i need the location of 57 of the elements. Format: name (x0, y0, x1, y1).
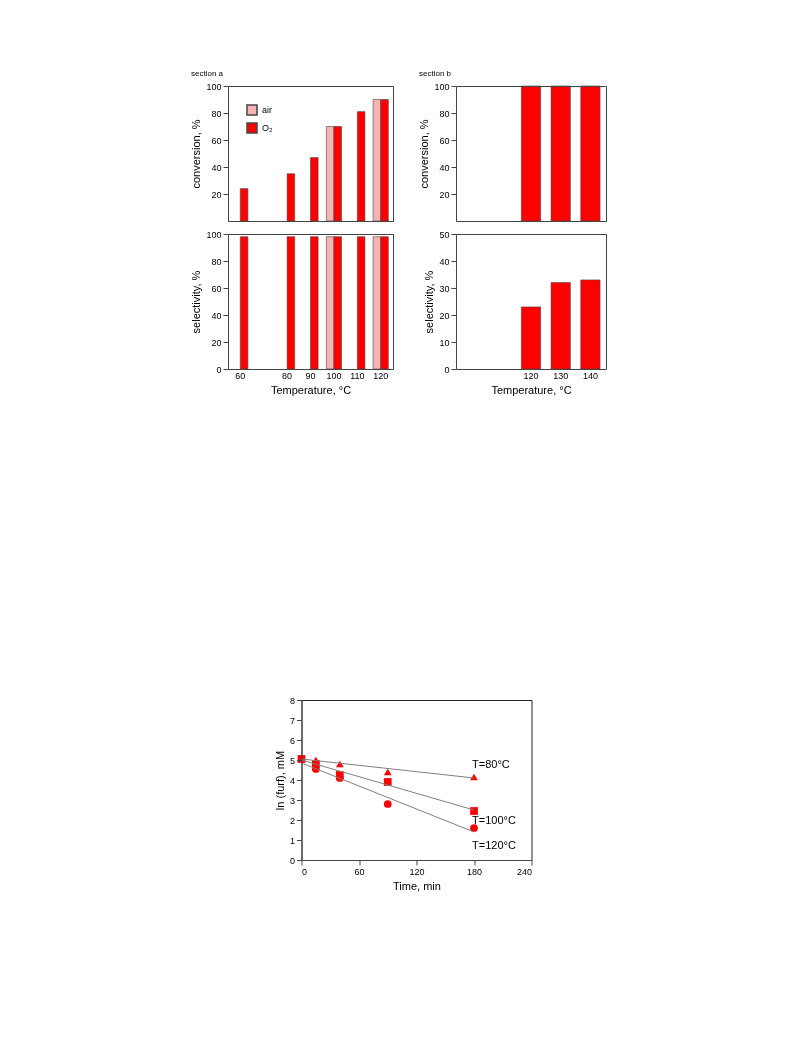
x-tick-label: 90 (305, 370, 316, 381)
y-tick-label: 40 (211, 310, 222, 321)
x-tick-label: 130 (553, 370, 569, 381)
x-tick-label: 240 (516, 866, 532, 877)
y-tick-label: 8 (289, 695, 295, 706)
chart-title: section a (190, 69, 224, 78)
x-axis-title: Temperature, °C (491, 383, 572, 396)
y-tick-label: 30 (439, 283, 450, 294)
x-tick-label: 120 (409, 866, 425, 877)
y-tick-label: 2 (289, 815, 295, 826)
y-tick-label: 6 (289, 735, 295, 746)
series-label: T=80°C (472, 758, 510, 770)
chart-title: section b (418, 69, 452, 78)
y-tick-label: 60 (439, 135, 450, 146)
y-tick-label: 3 (289, 795, 295, 806)
y-axis-title: selectivity, % (423, 270, 436, 334)
y-tick-label: 100 (206, 81, 222, 92)
x-tick-label: 140 (582, 370, 598, 381)
y-tick-label: 7 (289, 715, 295, 726)
x-tick-label: 100 (326, 370, 342, 381)
y-tick-label: 100 (434, 81, 450, 92)
y-tick-label: 60 (211, 135, 222, 146)
y-tick-label: 0 (289, 855, 295, 866)
y-tick-label: 100 (206, 229, 222, 240)
legend-label: O₂ (262, 123, 273, 133)
y-tick-label: 20 (211, 337, 222, 348)
y-tick-label: 4 (289, 775, 295, 786)
y-axis-title: selectivity, % (190, 270, 203, 334)
y-tick-label: 80 (439, 108, 450, 119)
x-axis-title: Time, min (393, 879, 441, 892)
x-tick-label: 120 (373, 370, 389, 381)
x-tick-label: 180 (466, 866, 483, 877)
y-tick-label: 20 (439, 310, 450, 321)
y-tick-label: 10 (439, 337, 450, 348)
y-axis-title: conversion, % (190, 119, 203, 189)
y-tick-label: 1 (289, 835, 295, 846)
x-tick-label: 60 (354, 866, 365, 877)
x-tick-label: 110 (350, 370, 365, 381)
x-tick-label: 0 (302, 866, 308, 877)
y-tick-label: 20 (211, 189, 222, 200)
series-label: T=100°C (472, 814, 516, 826)
y-axis-title: ln (furf), mM (273, 750, 286, 811)
y-axis-title: conversion, % (418, 119, 431, 189)
series-label: T=120°C (472, 839, 516, 851)
x-axis-title: Temperature, °C (270, 383, 352, 396)
y-tick-label: 20 (439, 189, 450, 200)
y-tick-label: 60 (211, 283, 222, 294)
y-tick-label: 5 (289, 755, 295, 766)
y-tick-label: 80 (211, 256, 222, 267)
y-tick-label: 40 (439, 162, 450, 173)
y-tick-label: 40 (439, 256, 450, 267)
y-tick-label: 50 (439, 229, 450, 240)
legend-label: air (262, 105, 273, 115)
x-tick-label: 120 (523, 370, 539, 381)
y-tick-label: 80 (211, 108, 222, 119)
x-tick-label: 60 (235, 370, 246, 381)
y-tick-label: 40 (211, 162, 222, 173)
